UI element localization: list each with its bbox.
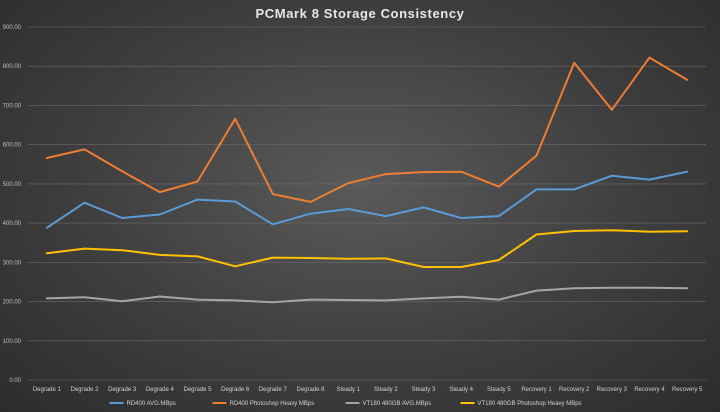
legend: RD400 AVG.MBps RD400 Photoshop Heavy MBps…: [109, 401, 582, 407]
x-tick-label: Recovery 1: [521, 387, 552, 393]
y-tick-label: 300.00: [3, 260, 22, 266]
legend-label: VT180 480GB Photoshop Heavy MBps: [478, 401, 582, 407]
x-tick-label: Recovery 3: [597, 387, 628, 393]
y-tick-label: 0.00: [9, 378, 21, 384]
y-tick-label: 400.00: [3, 221, 22, 227]
gridlines: [28, 26, 706, 381]
x-tick-label: Degrade 3: [108, 387, 137, 393]
y-tick-label: 500.00: [3, 182, 22, 188]
series-line-1: [45, 170, 689, 229]
series-line-4: [45, 229, 689, 268]
x-tick-label: Degrade 7: [259, 387, 288, 393]
x-tick-label: Degrade 1: [33, 387, 62, 393]
y-tick-label: 100.00: [3, 339, 22, 345]
chart-title: PCMark 8 Storage Consistency: [256, 6, 465, 21]
x-tick-label: Steady 5: [487, 387, 511, 393]
x-tick-label: Degrade 4: [146, 387, 175, 393]
y-tick-label: 600.00: [3, 143, 22, 149]
x-tick-label: Degrade 6: [221, 387, 250, 393]
x-tick-label: Recovery 4: [634, 387, 665, 393]
x-tick-label: Degrade 8: [296, 387, 325, 393]
x-axis-ticks: Degrade 1 Degrade 2 Degrade 3 Degrade 4 Degr…: [33, 387, 703, 393]
series-line-3: [45, 286, 689, 304]
x-tick-label: Steady 3: [412, 387, 436, 393]
x-tick-label: Recovery 5: [672, 387, 703, 393]
y-tick-label: 900.00: [3, 25, 22, 31]
x-tick-label: Steady 2: [374, 387, 398, 393]
x-tick-label: Steady 1: [336, 387, 360, 393]
y-tick-label: 700.00: [3, 103, 22, 109]
x-tick-label: Degrade 5: [183, 387, 212, 393]
legend-label: RD400 Photoshop Heavy MBps: [230, 401, 315, 407]
series-lines: [45, 56, 689, 304]
y-tick-label: 800.00: [3, 64, 22, 70]
series-line-2: [45, 56, 689, 203]
x-tick-label: Recovery 2: [559, 387, 590, 393]
y-tick-label: 200.00: [3, 300, 22, 306]
legend-label: RD400 AVG.MBps: [127, 401, 176, 407]
legend-label: VT180 480GB AVG.MBps: [363, 401, 432, 407]
x-tick-label: Degrade 2: [70, 387, 99, 393]
x-tick-label: Steady 4: [449, 387, 473, 393]
y-axis-ticks: 0.00 100.00 200.00 300.00 400.00 500.00 600.00…: [3, 25, 22, 384]
